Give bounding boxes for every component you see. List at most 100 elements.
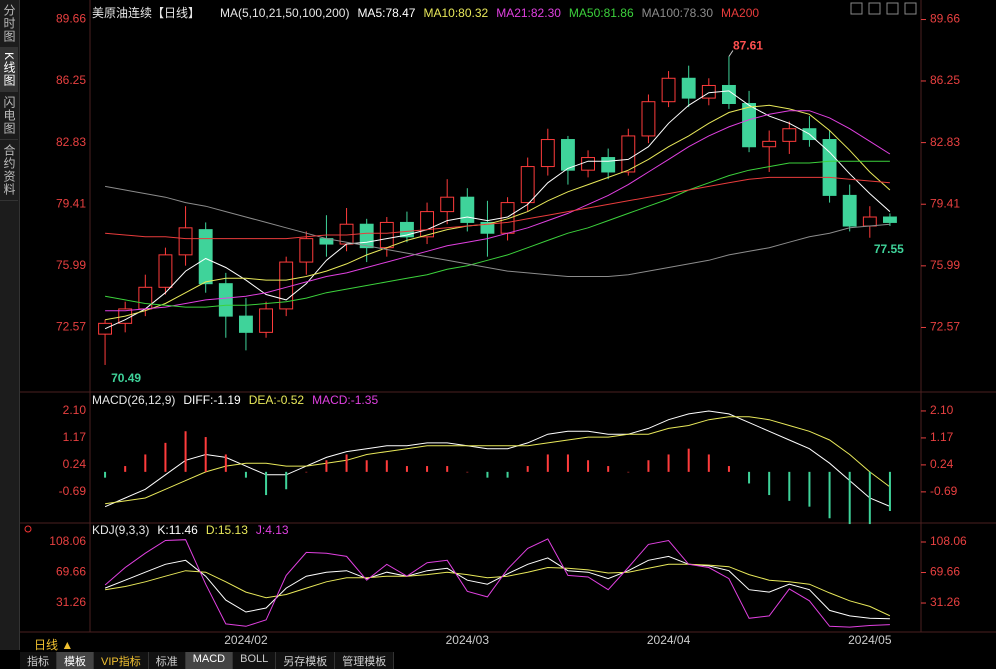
side-tab[interactable]: 分时图 bbox=[0, 0, 18, 48]
kdj-line bbox=[104, 555, 890, 620]
tab[interactable]: 管理模板 bbox=[335, 652, 395, 669]
macd-bar bbox=[888, 471, 891, 512]
y-tick-label: 31.26 bbox=[56, 595, 86, 609]
candle-body bbox=[299, 238, 314, 263]
macd-bar bbox=[285, 471, 288, 490]
macd-bar bbox=[446, 466, 449, 472]
macd-bar bbox=[265, 471, 268, 496]
y-tick-label: 75.99 bbox=[930, 258, 960, 272]
icon[interactable] bbox=[904, 2, 917, 15]
macd-bar bbox=[466, 471, 469, 473]
tab[interactable]: VIP指标 bbox=[94, 652, 149, 669]
macd-bar bbox=[587, 460, 590, 472]
x-tick-label: 2024/02 bbox=[224, 633, 268, 647]
y-tick-label: 0.24 bbox=[63, 457, 87, 471]
ma-line bbox=[105, 110, 891, 312]
macd-bar bbox=[365, 460, 368, 472]
legend-entry: 美原油连续【日线】 bbox=[92, 5, 200, 20]
candle-body bbox=[822, 139, 837, 196]
legend-entry: MACD(26,12,9) bbox=[92, 393, 175, 407]
macd-bar bbox=[506, 471, 509, 478]
icon[interactable] bbox=[868, 2, 881, 15]
y-tick-label: -0.69 bbox=[59, 484, 87, 498]
legend-entry: MA5:78.47 bbox=[357, 6, 415, 20]
macd-bar bbox=[707, 454, 710, 472]
y-tick-label: 69.66 bbox=[56, 565, 86, 579]
low-label: 70.49 bbox=[111, 371, 141, 385]
icon[interactable] bbox=[886, 2, 899, 15]
ma-line bbox=[105, 104, 891, 321]
candle-body bbox=[379, 221, 394, 249]
y-tick-label: 89.66 bbox=[56, 12, 86, 26]
high-pointer bbox=[728, 50, 734, 57]
ma-line bbox=[104, 90, 891, 330]
macd-bar bbox=[426, 466, 429, 472]
y-tick-label: 1.17 bbox=[930, 430, 954, 444]
macd-bar bbox=[546, 454, 549, 472]
icon[interactable] bbox=[850, 2, 863, 15]
legend-entry: K:11.46 bbox=[157, 523, 198, 537]
y-tick-label: 108.06 bbox=[49, 534, 86, 548]
ma-line bbox=[105, 185, 890, 277]
candle-body bbox=[218, 283, 233, 317]
candle-body bbox=[238, 315, 253, 333]
y-tick-label: 0.24 bbox=[930, 457, 954, 471]
macd-bar bbox=[607, 466, 610, 472]
y-tick-label: -0.69 bbox=[930, 484, 958, 498]
ma-line bbox=[105, 160, 890, 308]
candle-body bbox=[520, 166, 535, 204]
side-tab[interactable]: K线图 bbox=[0, 48, 18, 93]
y-tick-label: 69.66 bbox=[930, 565, 960, 579]
tab[interactable]: MACD bbox=[185, 652, 234, 669]
candle-body bbox=[641, 101, 656, 137]
kdj-line bbox=[104, 538, 890, 628]
y-tick-label: 1.17 bbox=[63, 430, 87, 444]
candle-body bbox=[601, 157, 616, 173]
macd-bar bbox=[868, 471, 871, 525]
side-tab[interactable]: 合约资料 bbox=[0, 140, 18, 202]
tab[interactable]: 另存模板 bbox=[276, 652, 336, 669]
tab[interactable]: 标准 bbox=[148, 652, 186, 669]
candle-body bbox=[621, 135, 636, 173]
toolbar: 指标 模板 VIP指标 标准 MACD BOLL 另存模板 管理模板 bbox=[20, 652, 395, 669]
tab[interactable]: BOLL bbox=[233, 652, 277, 669]
y-tick-label: 82.83 bbox=[930, 135, 960, 149]
macd-bar bbox=[808, 471, 811, 507]
macd-bar bbox=[164, 442, 167, 472]
macd-bar bbox=[727, 466, 730, 472]
legend-entry: MA21:82.30 bbox=[496, 6, 561, 20]
y-tick-label: 79.41 bbox=[56, 196, 86, 210]
legend-entry: MA100:78.30 bbox=[642, 6, 714, 20]
y-tick-label: 72.57 bbox=[56, 320, 86, 334]
y-tick-label: 89.66 bbox=[930, 12, 960, 26]
candle-body bbox=[440, 196, 455, 213]
candle-body bbox=[560, 139, 575, 171]
candle-body bbox=[701, 84, 716, 99]
macd-bar bbox=[848, 471, 851, 525]
y-tick-label: 31.26 bbox=[930, 595, 960, 609]
macd-bar bbox=[788, 471, 791, 501]
period-selector[interactable]: 日线 ▲ bbox=[34, 638, 74, 652]
candle-body bbox=[359, 223, 374, 249]
candle-body bbox=[178, 227, 193, 256]
tab[interactable]: 指标 bbox=[20, 652, 57, 669]
window-icons[interactable] bbox=[850, 2, 917, 15]
y-tick-label: 82.83 bbox=[56, 135, 86, 149]
y-tick-label: 2.10 bbox=[63, 403, 87, 417]
legend-entry: MA(5,10,21,50,100,200) bbox=[220, 6, 349, 20]
macd-bar bbox=[385, 460, 388, 472]
macd-bar bbox=[486, 471, 489, 478]
legend-entry: DEA:-0.52 bbox=[249, 393, 305, 407]
candle-body bbox=[98, 322, 113, 335]
y-tick-label: 75.99 bbox=[56, 258, 86, 272]
candle-body bbox=[862, 216, 877, 227]
tab[interactable]: 模板 bbox=[57, 652, 94, 669]
side-tab[interactable]: 闪电图 bbox=[0, 92, 18, 141]
macd-bar bbox=[768, 471, 771, 496]
candle-body bbox=[661, 77, 676, 103]
candle-body bbox=[762, 140, 777, 148]
y-tick-label: 79.41 bbox=[930, 196, 960, 210]
macd-bar bbox=[647, 460, 650, 472]
macd-bar bbox=[144, 454, 147, 472]
